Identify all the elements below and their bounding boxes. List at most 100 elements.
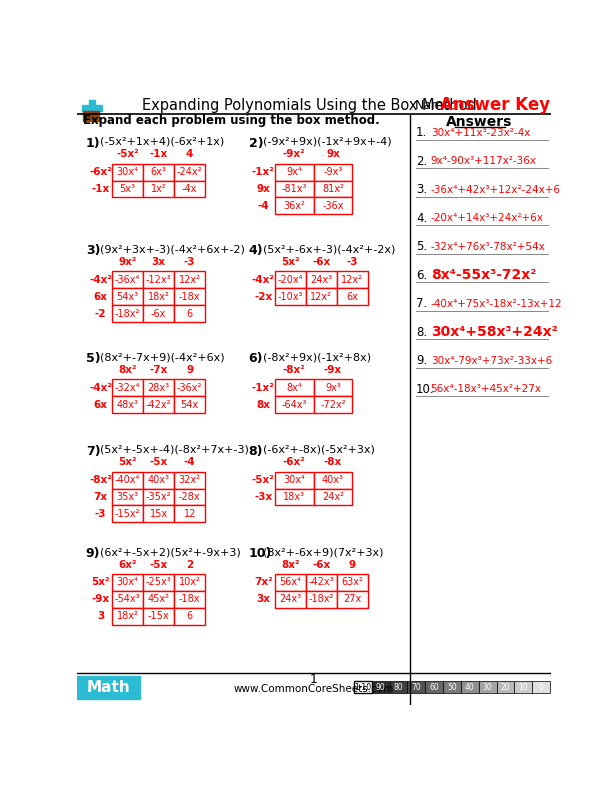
- Bar: [112, 288, 143, 305]
- Text: 0: 0: [539, 683, 543, 691]
- Text: 9: 9: [186, 365, 193, 375]
- Text: 4.: 4.: [416, 211, 427, 225]
- Text: 12x²: 12x²: [341, 275, 364, 285]
- Text: -18x²: -18x²: [115, 309, 140, 318]
- Text: 1: 1: [310, 673, 318, 686]
- Text: 3): 3): [86, 245, 100, 257]
- Bar: [112, 305, 143, 322]
- Text: 56x⁴-18x³+45x²+27x: 56x⁴-18x³+45x²+27x: [431, 384, 542, 394]
- Text: -3x: -3x: [254, 492, 272, 502]
- Text: 15x: 15x: [149, 509, 168, 519]
- Text: 8.: 8.: [416, 326, 427, 339]
- Bar: [143, 489, 174, 505]
- Bar: [112, 608, 143, 625]
- Text: 12x²: 12x²: [179, 275, 201, 285]
- Text: 8x: 8x: [256, 400, 271, 409]
- Bar: [275, 591, 306, 608]
- Bar: [143, 574, 174, 591]
- Text: 1): 1): [86, 136, 100, 150]
- Text: 18x²: 18x²: [117, 611, 138, 622]
- Text: 10.: 10.: [416, 383, 435, 396]
- Bar: [306, 574, 337, 591]
- Text: 2): 2): [248, 136, 263, 150]
- Text: 10x²: 10x²: [179, 577, 201, 588]
- Bar: [174, 591, 205, 608]
- Text: -72x²: -72x²: [320, 400, 346, 409]
- Text: -36x²: -36x²: [177, 383, 203, 393]
- Text: -3: -3: [95, 509, 106, 519]
- Bar: [275, 288, 306, 305]
- Text: -4x: -4x: [182, 184, 197, 194]
- Text: -32x⁴: -32x⁴: [115, 383, 140, 393]
- Bar: [143, 288, 174, 305]
- Text: -2: -2: [95, 309, 106, 318]
- Bar: [314, 489, 353, 505]
- Text: -6x: -6x: [312, 560, 330, 569]
- Bar: [143, 396, 174, 413]
- Text: (9x²+3x+-3)(-4x²+6x+-2): (9x²+3x+-3)(-4x²+6x+-2): [100, 245, 245, 254]
- Bar: [532, 681, 550, 693]
- Text: 10): 10): [248, 547, 272, 560]
- Text: 70: 70: [411, 683, 421, 691]
- Text: 90: 90: [376, 683, 386, 691]
- Text: 24x²: 24x²: [322, 492, 344, 502]
- Text: 9): 9): [86, 547, 100, 560]
- Text: 3x: 3x: [152, 257, 166, 267]
- Text: -5x²: -5x²: [116, 150, 139, 159]
- Bar: [337, 574, 368, 591]
- Text: (5x²+-6x+-3)(-4x²+-2x): (5x²+-6x+-3)(-4x²+-2x): [263, 245, 395, 254]
- Text: -10x³: -10x³: [278, 291, 303, 302]
- Text: 18x²: 18x²: [147, 291, 170, 302]
- Text: 12x²: 12x²: [310, 291, 332, 302]
- Text: Answers: Answers: [446, 115, 513, 129]
- Text: -1x²: -1x²: [252, 167, 275, 177]
- Text: -6x: -6x: [312, 257, 330, 267]
- Bar: [275, 272, 306, 288]
- Bar: [314, 379, 353, 396]
- Text: (8x²+-7x+9)(-4x²+6x): (8x²+-7x+9)(-4x²+6x): [100, 352, 225, 362]
- Text: 24x³: 24x³: [279, 594, 302, 604]
- Text: 30x⁴: 30x⁴: [117, 167, 138, 177]
- Text: -36x: -36x: [323, 201, 344, 211]
- Bar: [337, 272, 368, 288]
- Bar: [143, 608, 174, 625]
- Text: 32x²: 32x²: [179, 475, 201, 485]
- Text: 40: 40: [465, 683, 475, 691]
- Bar: [354, 681, 371, 693]
- Text: 60: 60: [429, 683, 439, 691]
- Text: -36x⁴+42x³+12x²-24x+6: -36x⁴+42x³+12x²-24x+6: [431, 185, 561, 195]
- Bar: [479, 681, 496, 693]
- Text: -4x²: -4x²: [89, 383, 112, 393]
- Bar: [112, 272, 143, 288]
- Bar: [112, 181, 143, 197]
- Text: 6: 6: [187, 611, 193, 622]
- Bar: [89, 100, 95, 118]
- Text: -5x²: -5x²: [252, 475, 275, 485]
- Bar: [314, 396, 353, 413]
- Text: -1x: -1x: [149, 150, 168, 159]
- Text: 3: 3: [97, 611, 104, 622]
- Text: -32x⁴+76x³-78x²+54x: -32x⁴+76x³-78x²+54x: [431, 242, 545, 252]
- Text: 35x³: 35x³: [117, 492, 139, 502]
- Bar: [112, 505, 143, 523]
- Bar: [174, 396, 205, 413]
- Bar: [174, 379, 205, 396]
- Text: 6x²: 6x²: [118, 560, 137, 569]
- Bar: [306, 288, 337, 305]
- Text: (8x²+-6x+9)(7x²+3x): (8x²+-6x+9)(7x²+3x): [263, 547, 383, 557]
- Text: 10: 10: [518, 683, 528, 691]
- Text: 5): 5): [86, 352, 100, 365]
- Bar: [143, 379, 174, 396]
- Text: -36x⁴: -36x⁴: [115, 275, 140, 285]
- Text: -81x³: -81x³: [282, 184, 307, 194]
- Text: Expand each problem using the box method.: Expand each problem using the box method…: [83, 114, 379, 127]
- Bar: [337, 288, 368, 305]
- Text: 5x²: 5x²: [118, 457, 137, 467]
- Text: 7x²: 7x²: [254, 577, 272, 588]
- Text: 28x³: 28x³: [147, 383, 170, 393]
- Bar: [112, 574, 143, 591]
- Text: -40x⁴: -40x⁴: [115, 475, 140, 485]
- Text: 9x²: 9x²: [119, 257, 137, 267]
- Text: -6x²: -6x²: [283, 457, 305, 467]
- Bar: [76, 676, 140, 699]
